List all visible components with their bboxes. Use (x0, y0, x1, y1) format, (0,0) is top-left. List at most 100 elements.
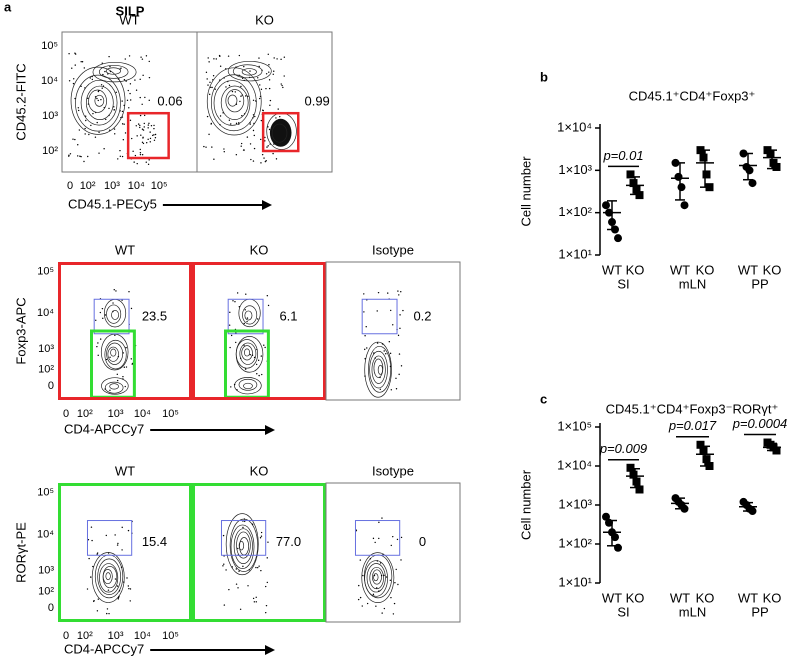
contour (244, 310, 253, 321)
event-dot (269, 99, 272, 102)
event-dot (124, 385, 126, 388)
event-dot (253, 356, 256, 359)
event-dot (372, 537, 375, 540)
y-axis-label: RORγt-PE (13, 522, 28, 583)
data-point (635, 485, 644, 494)
event-dot (80, 61, 82, 63)
contour (241, 68, 257, 76)
y-tick-label: 1×10⁴ (557, 119, 592, 134)
gate (227, 298, 264, 335)
event-dot (206, 115, 209, 118)
data-point (626, 463, 635, 472)
event-dot (266, 295, 269, 297)
event-dot (103, 148, 105, 150)
event-dot (114, 578, 117, 580)
event-dot (388, 341, 391, 343)
y-tick-label: 10⁵ (37, 266, 54, 278)
group-label: mLN (679, 604, 706, 619)
event-dot (390, 596, 392, 599)
event-dot (91, 78, 94, 81)
event-dot (122, 139, 125, 141)
data-point (632, 185, 641, 194)
event-dot (133, 161, 135, 163)
event-dot (87, 97, 89, 100)
event-dot (139, 78, 141, 81)
x-tick-label: KO (763, 262, 782, 277)
contour (236, 531, 251, 559)
event-dot (260, 119, 263, 122)
event-dot (267, 541, 269, 543)
x-tick-label: 10⁵ (162, 408, 179, 420)
event-dot (85, 119, 87, 122)
data-point (702, 455, 711, 464)
event-dot (230, 123, 232, 125)
event-dot (104, 314, 107, 316)
event-dot (379, 562, 382, 564)
event-dot (139, 152, 142, 154)
event-dot (117, 158, 119, 160)
flow-plot (86, 520, 133, 615)
event-dot (90, 124, 92, 127)
event-dot (83, 67, 86, 69)
event-dot (104, 388, 106, 390)
event-dot (207, 57, 209, 59)
event-dot (380, 574, 383, 577)
event-dot (264, 346, 266, 349)
event-dot (97, 99, 99, 102)
x-tick-label: WT (738, 590, 758, 605)
event-dot (241, 114, 243, 117)
event-dot (106, 608, 109, 610)
data-point (614, 543, 622, 552)
event-dot (240, 142, 243, 145)
event-dot (389, 579, 392, 581)
event-dot (83, 160, 85, 163)
event-dot (136, 162, 138, 165)
contour (111, 310, 120, 320)
contour (366, 563, 386, 593)
x-tick-label: 0 (67, 180, 73, 192)
event-dot (94, 136, 97, 138)
event-dot (379, 376, 381, 379)
event-dot (233, 383, 236, 386)
event-dot (77, 144, 79, 146)
event-dot (88, 133, 90, 136)
event-dot (396, 538, 399, 541)
event-dot (268, 79, 271, 81)
event-dot (87, 155, 89, 158)
event-dot (390, 544, 392, 547)
event-dot (402, 309, 404, 312)
y-tick-label: 1×10³ (558, 496, 592, 511)
event-dot (151, 134, 154, 137)
event-dot (358, 584, 360, 587)
gate (220, 520, 267, 556)
flow-plot (220, 513, 269, 614)
event-dot (400, 536, 403, 539)
event-dot (263, 157, 265, 159)
panel-title: SILP (116, 3, 145, 18)
event-dot (136, 135, 138, 137)
chart-title: CD45.1⁺CD4⁺Foxp3⁺ (629, 88, 756, 103)
event-dot (376, 310, 378, 312)
flow-plot (361, 290, 404, 398)
event-dot (147, 127, 149, 129)
event-dot (117, 596, 120, 599)
event-dot (74, 53, 77, 55)
event-dot (88, 557, 90, 560)
column-label: Isotype (372, 242, 414, 257)
event-dot (127, 89, 129, 92)
event-dot (235, 122, 238, 125)
y-axis-label: Cell number (518, 156, 533, 227)
event-dot (256, 348, 258, 351)
event-dot (149, 131, 151, 133)
p-value: p=0.009 (599, 441, 647, 456)
group-label: PP (751, 276, 768, 291)
event-dot (213, 58, 215, 60)
contour (101, 377, 129, 395)
contour (233, 528, 253, 565)
event-dot (247, 585, 249, 587)
event-dot (105, 534, 107, 537)
event-dot (255, 566, 257, 569)
x-tick-label: KO (626, 262, 645, 277)
contour (206, 67, 262, 136)
event-dot (364, 375, 366, 377)
